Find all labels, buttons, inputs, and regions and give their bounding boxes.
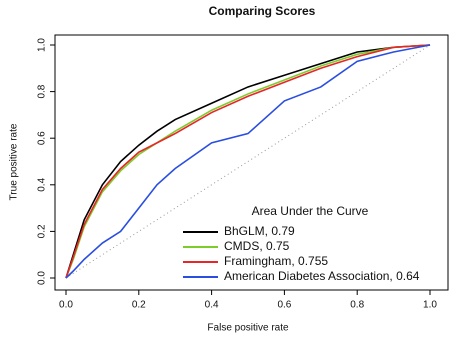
- y-tick-label: 0.4: [37, 177, 48, 191]
- y-tick-label: 0.0: [37, 271, 48, 285]
- legend-label: American Diabetes Association, 0.64: [224, 269, 420, 283]
- roc-line: [65, 44, 431, 279]
- y-tick-label: 1.0: [37, 38, 48, 52]
- x-axis-label: False positive rate: [207, 323, 289, 334]
- legend-label: Framingham, 0.755: [224, 254, 328, 268]
- y-tick-label: 0.2: [37, 224, 48, 238]
- roc-line: [65, 44, 431, 279]
- legend-label: CMDS, 0.75: [224, 239, 290, 253]
- x-tick-label: 0.2: [132, 300, 146, 311]
- x-tick-label: 0.6: [277, 300, 291, 311]
- legend-title: Area Under the Curve: [252, 204, 369, 218]
- y-axis-label: True positive rate: [9, 123, 20, 200]
- plot-frame: [54, 34, 449, 291]
- x-tick-label: 0.8: [350, 300, 364, 311]
- x-tick-label: 0.0: [59, 300, 73, 311]
- legend-label: BhGLM, 0.79: [224, 224, 295, 238]
- y-tick-label: 0.8: [37, 84, 48, 98]
- x-tick-label: 0.4: [205, 300, 219, 311]
- chart-title: Comparing Scores: [209, 4, 316, 18]
- y-tick-label: 0.6: [37, 131, 48, 145]
- reference-diagonal: [65, 44, 431, 279]
- roc-line: [65, 44, 431, 279]
- roc-line: [65, 44, 431, 279]
- x-tick-label: 1.0: [423, 300, 437, 311]
